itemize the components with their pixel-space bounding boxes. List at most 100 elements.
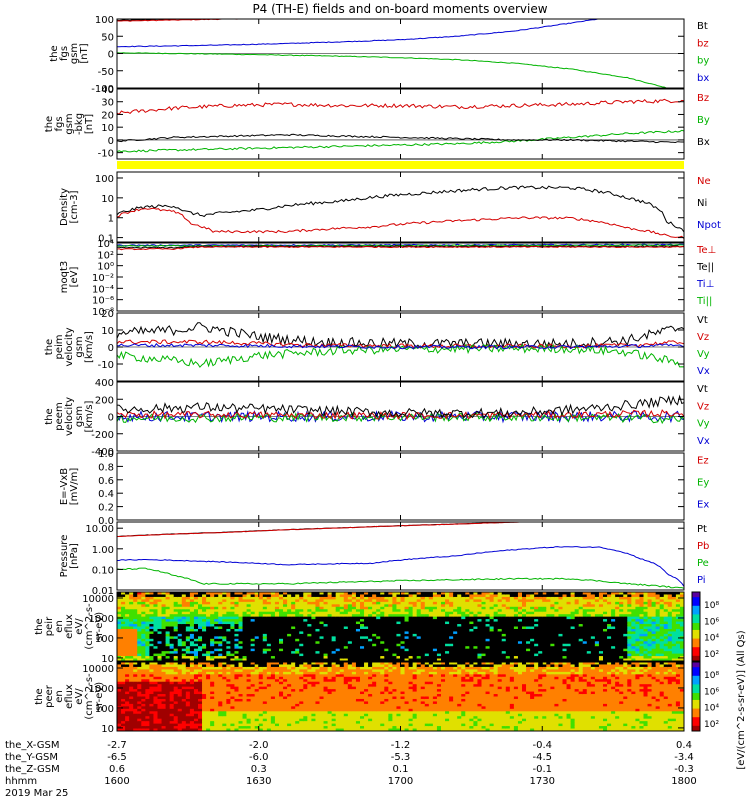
spectrogram-cell: [679, 592, 684, 596]
spectrogram-cell: [465, 609, 470, 613]
spectrogram-cell: [436, 638, 442, 642]
spectrogram-cell: [185, 664, 191, 668]
spectrogram-cell: [218, 606, 223, 610]
spectrogram-cell: [424, 599, 430, 603]
spectrogram-cell: [465, 631, 470, 635]
spectrogram-cell: [169, 706, 175, 710]
spectrogram-cell: [485, 638, 491, 642]
spectrogram-cell: [137, 653, 142, 657]
spectrogram-cell: [513, 633, 519, 637]
spectrogram-cell: [594, 624, 600, 628]
spectrogram-cell: [335, 638, 341, 642]
spectrogram-cell: [202, 666, 207, 670]
y-axis-label-line: velocity: [64, 397, 75, 436]
spectrogram-cell: [607, 653, 612, 657]
spectrogram-cell: [274, 656, 280, 660]
spectrogram-cell: [125, 696, 130, 700]
spectrogram-cell: [497, 596, 503, 600]
spectrogram-cell: [125, 643, 130, 647]
spectrogram-cell: [368, 619, 373, 623]
legend-item: Te||: [696, 262, 714, 273]
spectrogram-cell: [250, 619, 256, 623]
spectrogram-cell: [590, 641, 596, 645]
spectrogram-cell: [153, 643, 159, 647]
spectrogram-cell: [165, 711, 171, 715]
spectrogram-cell: [121, 651, 126, 655]
spectrogram-cell: [497, 624, 503, 628]
spectrogram-cell: [424, 648, 430, 652]
spectrogram-cell: [218, 601, 223, 605]
spectrogram-cell: [368, 616, 373, 620]
spectrogram-cell: [254, 594, 260, 598]
spectrogram-cell: [590, 601, 596, 605]
spectrogram-cell: [643, 633, 649, 637]
spectrogram-cell: [489, 626, 495, 630]
spectrogram-cell: [193, 626, 199, 630]
spectrogram-cell: [234, 614, 240, 618]
spectrogram-cell: [603, 636, 608, 640]
spectrogram-cell: [121, 601, 126, 605]
spectrogram-cell: [149, 658, 155, 661]
spectrogram-cell: [299, 646, 304, 650]
spectrogram-cell: [238, 648, 244, 652]
series-Bz: [117, 98, 684, 115]
spectrogram-cell: [202, 684, 207, 688]
spectrogram-cell: [534, 633, 539, 637]
spectrogram-cell: [522, 616, 527, 620]
spectrogram-cell: [165, 609, 171, 613]
spectrogram-cell: [582, 626, 588, 630]
spectrogram-cell: [376, 624, 381, 628]
spectrogram-cell: [679, 594, 684, 598]
spectrogram-cell: [671, 643, 677, 647]
spectrogram-cell: [360, 619, 365, 623]
spectrogram-cell: [436, 626, 442, 630]
spectrogram-cell: [522, 599, 527, 603]
spectrogram-cell: [513, 606, 519, 610]
spectrogram-cell: [206, 694, 211, 698]
spectrogram-cell: [202, 651, 207, 655]
spectrogram-cell: [627, 609, 632, 613]
spectrogram-cell: [121, 616, 126, 620]
spectrogram-cell: [505, 633, 511, 637]
spectrogram-cell: [291, 651, 296, 655]
spectrogram-cell: [335, 619, 341, 623]
spectrogram-cell: [384, 601, 389, 605]
spectrogram-cell: [639, 594, 645, 598]
spectrogram-cell: [679, 601, 684, 605]
spectrogram-cell: [242, 616, 248, 620]
spectrogram-cell: [505, 648, 511, 652]
spectrogram-cell: [189, 684, 195, 688]
spectrogram-cell: [659, 604, 665, 608]
spectrogram-cell: [530, 592, 535, 596]
spectrogram-cell: [157, 674, 163, 678]
spectrogram-cell: [351, 648, 357, 652]
spectrogram-cell: [582, 653, 588, 657]
spectrogram-cell: [603, 616, 608, 620]
spectrogram-cell: [133, 626, 138, 630]
spectrogram-cell: [287, 648, 292, 652]
spectrogram-cell: [133, 594, 138, 598]
spectrogram-cell: [181, 633, 187, 637]
spectrogram-cell: [619, 599, 624, 603]
spectrogram-cell: [453, 636, 458, 640]
spectrogram-cell: [449, 604, 454, 608]
spectrogram-cell: [497, 643, 503, 647]
spectrogram-cell: [185, 711, 191, 715]
spectrogram-cell: [153, 626, 159, 630]
spectrogram-cell: [416, 592, 422, 596]
spectrogram-cell: [137, 656, 142, 660]
y-tick-label: -50: [98, 67, 114, 78]
spectrogram-cell: [169, 711, 175, 715]
spectrogram-cell: [513, 626, 519, 630]
spectrogram-cell: [299, 628, 304, 633]
spectrogram-cell: [347, 594, 353, 598]
spectrogram-cell: [526, 626, 531, 630]
spectrogram-cell: [546, 638, 551, 642]
spectrogram-cell: [619, 596, 624, 600]
spectrogram-cell: [485, 633, 491, 637]
spectrogram-cell: [117, 624, 122, 628]
spectrogram-cell: [169, 671, 175, 675]
spectrogram-cell: [639, 609, 645, 613]
spectrogram-cell: [177, 686, 183, 690]
spectrogram-cell: [242, 638, 248, 642]
